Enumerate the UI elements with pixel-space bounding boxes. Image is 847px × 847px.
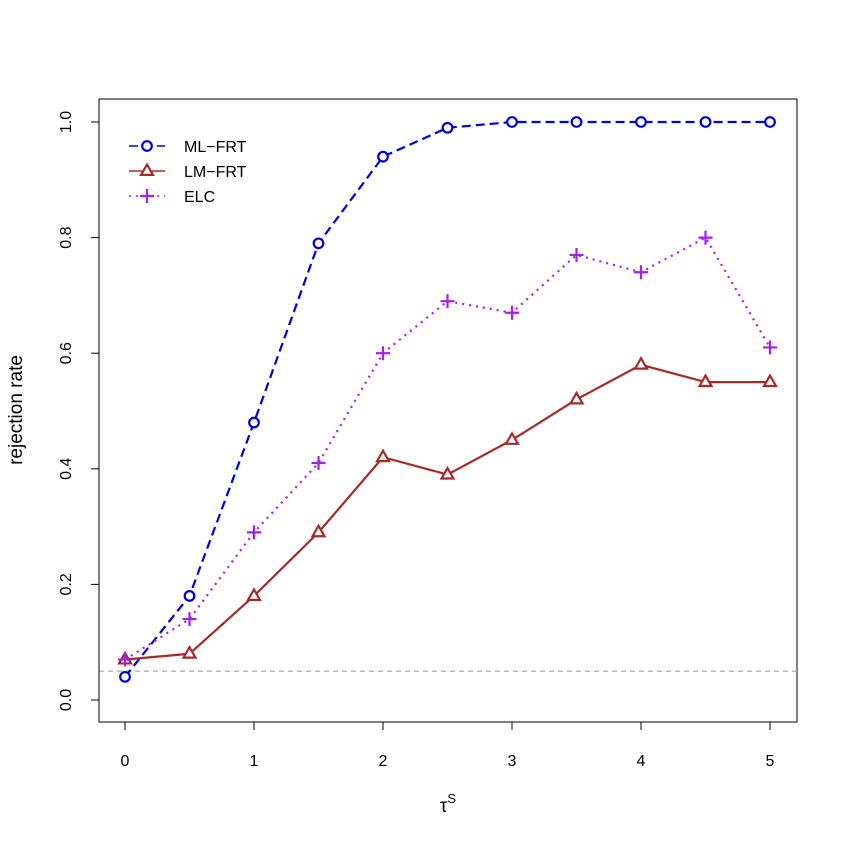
data-point: [182, 612, 197, 627]
legend-label: LM−FRT: [184, 164, 247, 181]
series-layer: [117, 116, 778, 683]
y-tick-label: 1.0: [58, 111, 75, 133]
y-tick-label: 0.0: [58, 689, 75, 711]
legend-item: ELC: [129, 189, 215, 206]
legend-marker: [139, 162, 155, 176]
x-tick-label: 2: [379, 753, 388, 770]
series-1: [119, 116, 776, 683]
data-point: [312, 237, 325, 250]
data-point: [183, 590, 196, 602]
data-point: [181, 645, 198, 659]
data-point: [118, 652, 132, 667]
data-point: [568, 390, 585, 405]
x-tick-label: 5: [766, 753, 775, 770]
y-tick-label: 0.4: [58, 458, 75, 480]
data-point: [762, 373, 778, 388]
legend-item: LM−FRT: [129, 162, 247, 181]
x-tick-label: 0: [121, 753, 130, 770]
data-point: [697, 373, 714, 388]
y-tick-label: 0.8: [58, 226, 75, 248]
data-point: [763, 340, 777, 355]
data-point: [439, 465, 456, 480]
data-point: [698, 230, 713, 245]
data-point: [440, 294, 455, 309]
legend-marker: [140, 189, 154, 203]
x-axis: 0 1 2 3 4 5: [121, 721, 775, 770]
data-point: [377, 150, 389, 163]
y-tick-label: 0.2: [58, 573, 75, 595]
data-point: [504, 431, 520, 445]
legend: ML−FRT LM−FRT ELC: [129, 139, 247, 206]
data-point: [633, 356, 649, 370]
data-point: [247, 525, 261, 540]
series-line: [124, 236, 771, 661]
y-axis-title: rejection rate: [6, 355, 27, 465]
data-point: [246, 587, 262, 601]
data-point: [505, 305, 519, 320]
data-point: [635, 116, 647, 128]
x-tick-label: 4: [637, 753, 646, 770]
series-line: [124, 120, 770, 678]
legend-item: ML−FRT: [129, 139, 247, 156]
data-point: [376, 346, 390, 361]
data-point: [506, 116, 518, 128]
y-axis: 0.0 0.2 0.4 0.6 0.8 1.0: [58, 111, 100, 711]
legend-marker: [141, 140, 153, 152]
data-point: [634, 265, 648, 280]
data-point: [311, 456, 326, 471]
data-point: [570, 116, 583, 128]
data-point: [375, 448, 391, 463]
x-axis-title: τS: [440, 791, 457, 817]
data-point: [569, 247, 584, 262]
data-point: [119, 670, 131, 683]
data-point: [699, 116, 712, 128]
x-axis-title-symbol: τ: [440, 796, 448, 817]
x-axis-title-superscript: S: [447, 791, 456, 806]
data-point: [310, 523, 327, 538]
data-point: [441, 121, 454, 134]
series-2: [117, 356, 778, 665]
x-tick-label: 1: [250, 753, 259, 770]
y-tick-label: 0.6: [58, 342, 75, 364]
x-tick-label: 3: [508, 753, 517, 770]
series-line: [124, 363, 770, 661]
legend-label: ELC: [184, 189, 215, 206]
data-point: [248, 416, 260, 429]
legend-label: ML−FRT: [184, 139, 247, 156]
data-point: [764, 116, 776, 128]
series-3: [118, 230, 777, 667]
